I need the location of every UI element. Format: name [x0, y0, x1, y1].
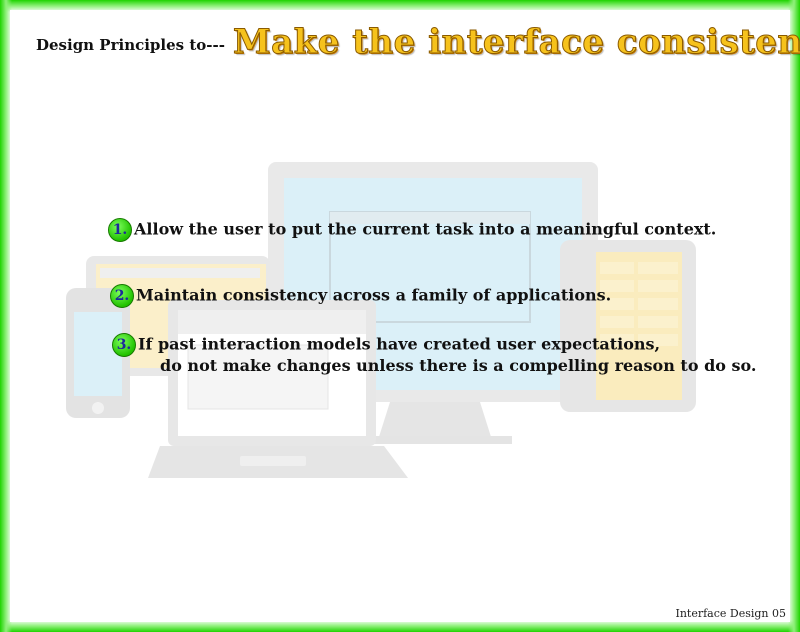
principle-1: 1. Allow the user to put the current task…	[108, 218, 716, 242]
number-badge-1: 1.	[108, 218, 132, 242]
header-lead: Design Principles to---	[36, 36, 225, 54]
principle-3: 3. If past interaction models have create…	[112, 333, 660, 357]
footer-label: Interface Design 05	[675, 607, 786, 620]
number-badge-3: 3.	[112, 333, 136, 357]
principle-2-text: Maintain consistency across a family of …	[136, 285, 612, 305]
slide-title: Make the interface consistent.	[232, 22, 800, 63]
principle-3-text: If past interaction models have created …	[138, 334, 661, 354]
principle-1-text: Allow the user to put the current task i…	[134, 219, 717, 239]
number-badge-2: 2.	[110, 284, 134, 308]
principle-3-continuation: do not make changes unless there is a co…	[160, 356, 757, 375]
principle-2: 2. Maintain consistency across a family o…	[110, 284, 611, 308]
